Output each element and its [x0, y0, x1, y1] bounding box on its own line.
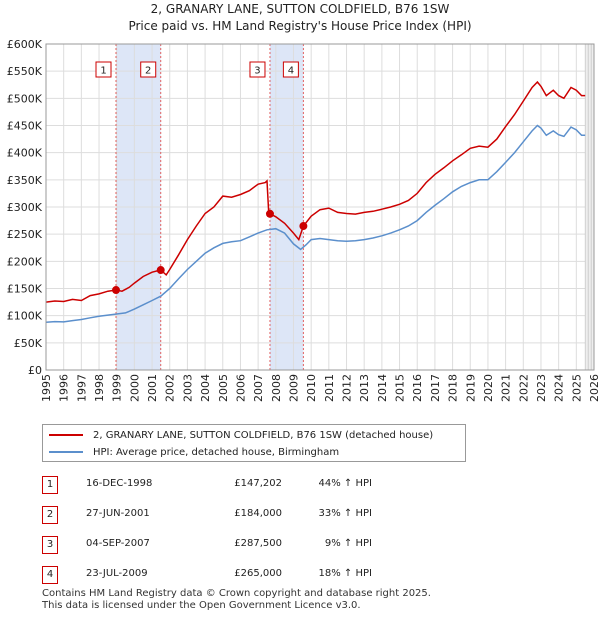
transaction-price: £147,202 — [234, 478, 282, 489]
x-tick-label: 2006 — [234, 374, 247, 402]
x-tick-label: 2019 — [464, 374, 477, 402]
y-tick-label: £400K — [7, 147, 43, 160]
transaction-price: £184,000 — [234, 508, 282, 519]
x-tick-label: 2011 — [323, 374, 336, 402]
footer: Contains HM Land Registry data © Crown c… — [42, 588, 431, 612]
x-tick-label: 2022 — [517, 374, 530, 402]
x-tick-label: 2018 — [447, 374, 460, 402]
chart-title: 2, GRANARY LANE, SUTTON COLDFIELD, B76 1… — [151, 2, 450, 16]
x-tick-label: 1999 — [111, 374, 124, 402]
transaction-hpi-change: 18% ↑ HPI — [318, 568, 372, 579]
sale-badge-box — [140, 61, 157, 78]
transaction-date: 16-DEC-1998 — [86, 478, 153, 489]
price-chart: 2, GRANARY LANE, SUTTON COLDFIELD, B76 1… — [7, 2, 600, 402]
sale-badge-box — [95, 61, 112, 78]
legend-label-hpi: HPI: Average price, detached house, Birm… — [93, 446, 340, 458]
sale-badge-label: 2 — [145, 66, 151, 77]
transaction-badge: 3 — [42, 536, 58, 554]
x-tick-label: 2007 — [252, 374, 265, 402]
transaction-date: 27-JUN-2001 — [86, 508, 150, 519]
plot-frame — [45, 43, 595, 371]
x-tick-label: 2023 — [535, 374, 548, 402]
x-tick-label: 2024 — [553, 374, 566, 402]
x-tick-label: 2020 — [482, 374, 495, 402]
table-row: 3 04-SEP-2007 £287,500 9% ↑ HPI — [42, 536, 462, 556]
legend-item-property: 2, GRANARY LANE, SUTTON COLDFIELD, B76 1… — [49, 427, 433, 443]
x-tick-label: 2010 — [305, 374, 318, 402]
y-tick-label: £0 — [28, 364, 42, 377]
legend-item-hpi: HPI: Average price, detached house, Birm… — [49, 444, 339, 460]
footer-licence: This data is licensed under the Open Gov… — [42, 600, 361, 611]
x-tick-label: 2025 — [570, 374, 583, 402]
y-tick-label: £350K — [7, 174, 43, 187]
chart-subtitle: Price paid vs. HM Land Registry's House … — [128, 19, 471, 33]
table-row: 4 23-JUL-2009 £265,000 18% ↑ HPI — [42, 566, 462, 586]
transaction-price: £287,500 — [234, 538, 282, 549]
transaction-badge: 1 — [42, 476, 58, 494]
y-tick-label: £300K — [7, 201, 43, 214]
y-tick-label: £150K — [7, 283, 43, 296]
x-tick-label: 2026 — [588, 374, 600, 402]
table-row: 2 27-JUN-2001 £184,000 33% ↑ HPI — [42, 506, 462, 526]
y-tick-label: £550K — [7, 65, 43, 78]
transaction-hpi-change: 44% ↑ HPI — [318, 478, 372, 489]
y-tick-label: £250K — [7, 228, 43, 241]
sale-badge-label: 3 — [254, 66, 260, 77]
x-tick-label: 2015 — [394, 374, 407, 402]
x-tick-label: 1995 — [40, 374, 53, 402]
x-tick-label: 2009 — [287, 374, 300, 402]
legend-swatch-property — [49, 434, 83, 436]
x-tick-label: 2000 — [128, 374, 141, 402]
y-tick-label: £100K — [7, 310, 43, 323]
y-tick-label: £200K — [7, 255, 43, 268]
transaction-date: 04-SEP-2007 — [86, 538, 150, 549]
x-tick-label: 1998 — [93, 374, 106, 402]
x-tick-label: 1996 — [58, 374, 71, 402]
table-row: 1 16-DEC-1998 £147,202 44% ↑ HPI — [42, 476, 462, 496]
y-tick-label: £600K — [7, 38, 43, 51]
transaction-hpi-change: 9% ↑ HPI — [324, 538, 372, 549]
hpi-series-line — [45, 124, 586, 323]
transaction-badge: 4 — [42, 566, 58, 584]
x-tick-label: 2016 — [411, 374, 424, 402]
property-series-line — [45, 80, 586, 303]
transaction-badge: 2 — [42, 506, 58, 524]
legend-label-property: 2, GRANARY LANE, SUTTON COLDFIELD, B76 1… — [93, 429, 434, 441]
sale-marker — [112, 286, 121, 295]
x-tick-label: 2004 — [199, 374, 212, 402]
sale-badge-label: 1 — [100, 66, 106, 77]
sale-marker — [265, 209, 274, 218]
legend: 2, GRANARY LANE, SUTTON COLDFIELD, B76 1… — [42, 424, 466, 462]
x-tick-label: 2008 — [270, 374, 283, 402]
x-tick-label: 2014 — [376, 374, 389, 402]
legend-swatch-hpi — [49, 451, 83, 453]
x-tick-label: 2021 — [500, 374, 513, 402]
footer-copyright: Contains HM Land Registry data © Crown c… — [42, 588, 431, 599]
x-tick-label: 2001 — [146, 374, 159, 402]
x-tick-label: 2003 — [181, 374, 194, 402]
x-tick-label: 2017 — [429, 374, 442, 402]
sale-badge-box — [282, 61, 299, 78]
x-tick-label: 1997 — [75, 374, 88, 402]
transaction-date: 23-JUL-2009 — [86, 568, 148, 579]
transaction-hpi-change: 33% ↑ HPI — [318, 508, 372, 519]
transaction-price: £265,000 — [234, 568, 282, 579]
y-tick-label: £500K — [7, 92, 43, 105]
y-tick-label: £50K — [14, 337, 43, 350]
y-tick-label: £450K — [7, 120, 43, 133]
x-tick-label: 2012 — [341, 374, 354, 402]
sale-marker — [299, 222, 308, 231]
x-tick-label: 2013 — [358, 374, 371, 402]
sale-marker — [156, 266, 165, 275]
sale-badge-label: 4 — [288, 66, 294, 77]
x-tick-label: 2005 — [217, 374, 230, 402]
x-tick-label: 2002 — [164, 374, 177, 402]
forecast-region — [585, 44, 594, 370]
sale-badge-box — [249, 61, 266, 78]
